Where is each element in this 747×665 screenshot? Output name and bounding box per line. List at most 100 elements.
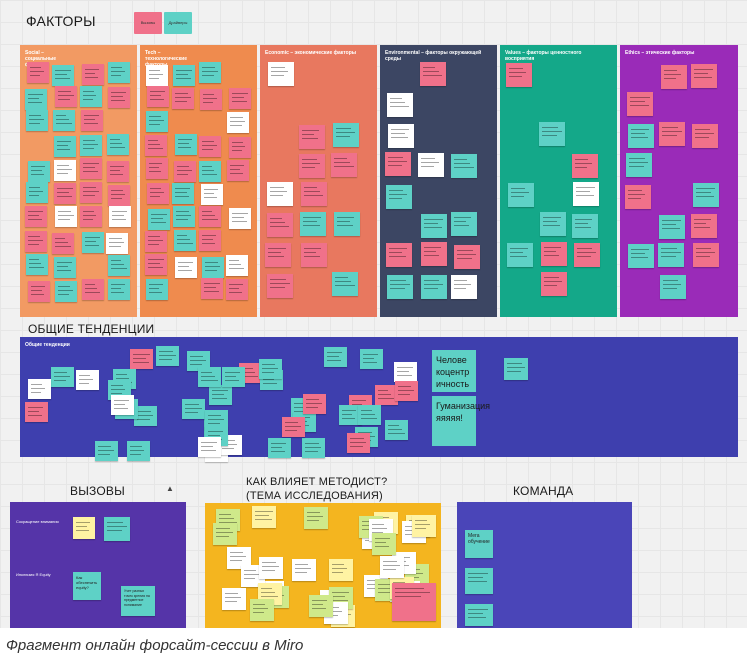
methodist-sticky-note[interactable] <box>292 559 316 581</box>
factor-sticky-note[interactable] <box>201 184 223 205</box>
factor-sticky-note[interactable] <box>334 212 360 236</box>
trend-sticky-note[interactable] <box>156 346 179 366</box>
factor-sticky-note[interactable] <box>202 257 224 278</box>
factor-sticky-note[interactable] <box>55 281 77 302</box>
methodist-sticky-note[interactable] <box>304 507 328 529</box>
factor-sticky-note[interactable] <box>386 243 412 267</box>
factor-sticky-note[interactable] <box>420 62 446 86</box>
factor-sticky-note[interactable] <box>331 153 357 177</box>
factor-sticky-note[interactable] <box>199 230 221 251</box>
factor-sticky-note[interactable] <box>201 278 223 299</box>
factor-sticky-note[interactable] <box>299 125 325 149</box>
challenge-sticky-note[interactable] <box>104 517 130 541</box>
trend-sticky-note[interactable] <box>324 347 347 367</box>
methodist-sticky-note[interactable] <box>309 595 333 617</box>
factor-sticky-note[interactable] <box>108 87 130 108</box>
factor-sticky-note[interactable] <box>80 158 102 179</box>
factor-sticky-note[interactable] <box>541 272 567 296</box>
factor-sticky-note[interactable] <box>385 152 411 176</box>
factor-sticky-note[interactable] <box>54 183 76 204</box>
trend-sticky-note[interactable] <box>259 359 282 379</box>
methodist-sticky-note[interactable] <box>227 547 251 569</box>
trend-sticky-note[interactable] <box>339 405 362 425</box>
factor-sticky-note[interactable] <box>572 214 598 238</box>
trend-sticky-note[interactable] <box>28 379 51 399</box>
factor-sticky-note[interactable] <box>199 206 221 227</box>
factor-sticky-note[interactable] <box>174 230 196 251</box>
factor-sticky-note[interactable] <box>172 183 194 204</box>
trend-sticky-note[interactable] <box>127 441 150 461</box>
factor-sticky-note[interactable] <box>147 183 169 204</box>
factor-sticky-note[interactable] <box>108 185 130 206</box>
factor-sticky-note[interactable] <box>451 212 477 236</box>
factor-sticky-note[interactable] <box>146 158 168 179</box>
factor-sticky-note[interactable] <box>451 154 477 178</box>
factor-sticky-note[interactable] <box>386 185 412 209</box>
factor-sticky-note[interactable] <box>26 110 48 131</box>
factor-sticky-note[interactable] <box>145 254 167 275</box>
trend-sticky-note[interactable] <box>95 441 118 461</box>
factor-sticky-note[interactable] <box>145 135 167 156</box>
methodist-sticky-note[interactable] <box>259 557 283 579</box>
factor-sticky-note[interactable] <box>80 135 102 156</box>
factor-sticky-note[interactable] <box>301 243 327 267</box>
factor-sticky-note[interactable] <box>80 182 102 203</box>
factor-sticky-note[interactable] <box>693 243 719 267</box>
factor-sticky-note[interactable] <box>199 161 221 182</box>
factor-sticky-note[interactable] <box>27 62 49 83</box>
factor-sticky-note[interactable] <box>421 214 447 238</box>
factor-sticky-note[interactable] <box>693 183 719 207</box>
factor-sticky-note[interactable] <box>108 62 130 83</box>
trend-sticky-note[interactable] <box>394 362 417 382</box>
trend-sticky-note[interactable] <box>268 438 291 458</box>
factor-sticky-note[interactable] <box>388 124 414 148</box>
factor-sticky-note[interactable] <box>55 206 77 227</box>
factor-sticky-note[interactable] <box>147 86 169 107</box>
trend-sticky-note[interactable] <box>303 394 326 414</box>
factor-sticky-note[interactable] <box>626 153 652 177</box>
factor-sticky-note[interactable] <box>145 231 167 252</box>
challenge-note-equity[interactable]: Как обеспечить equity? <box>73 572 101 600</box>
factor-sticky-note[interactable] <box>109 206 131 227</box>
factor-sticky-note[interactable] <box>54 257 76 278</box>
trend-sticky-note[interactable] <box>182 399 205 419</box>
methodist-sticky-note[interactable] <box>412 515 436 537</box>
factor-sticky-note[interactable] <box>229 137 251 158</box>
factor-sticky-note[interactable] <box>625 185 651 209</box>
factor-sticky-note[interactable] <box>172 88 194 109</box>
trend-sticky-note[interactable] <box>302 438 325 458</box>
factor-sticky-note[interactable] <box>659 122 685 146</box>
factor-sticky-note[interactable] <box>54 160 76 181</box>
methodist-sticky-note[interactable] <box>329 559 353 581</box>
trend-sticky-note[interactable] <box>222 367 245 387</box>
factor-sticky-note[interactable] <box>267 274 293 298</box>
factor-sticky-note[interactable] <box>540 212 566 236</box>
factor-sticky-note[interactable] <box>691 214 717 238</box>
factor-sticky-note[interactable] <box>82 64 104 85</box>
factor-sticky-note[interactable] <box>26 254 48 275</box>
methodist-sticky-note[interactable] <box>380 556 404 578</box>
factor-sticky-note[interactable] <box>106 233 128 254</box>
factor-sticky-note[interactable] <box>173 65 195 86</box>
factor-sticky-note[interactable] <box>628 124 654 148</box>
team-note-mega[interactable]: Мега обучение <box>465 530 493 558</box>
factor-sticky-note[interactable] <box>265 243 291 267</box>
trend-sticky-note[interactable] <box>198 437 221 457</box>
trend-sticky-note[interactable] <box>187 351 210 371</box>
factor-sticky-note[interactable] <box>659 215 685 239</box>
factor-sticky-note[interactable] <box>52 233 74 254</box>
factor-sticky-note[interactable] <box>25 206 47 227</box>
factor-sticky-note[interactable] <box>418 153 444 177</box>
factor-sticky-note[interactable] <box>454 245 480 269</box>
factor-sticky-note[interactable] <box>26 182 48 203</box>
factor-sticky-note[interactable] <box>82 232 104 253</box>
factor-sticky-note[interactable] <box>227 160 249 181</box>
factor-sticky-note[interactable] <box>227 112 249 133</box>
factor-sticky-note[interactable] <box>226 279 248 300</box>
factor-sticky-note[interactable] <box>148 209 170 230</box>
factor-sticky-note[interactable] <box>108 279 130 300</box>
frame-environmental[interactable]: Environmental – факторы окружающей среды <box>380 45 497 317</box>
factor-sticky-note[interactable] <box>28 281 50 302</box>
factor-sticky-note[interactable] <box>28 161 50 182</box>
trend-sticky-note[interactable] <box>282 417 305 437</box>
